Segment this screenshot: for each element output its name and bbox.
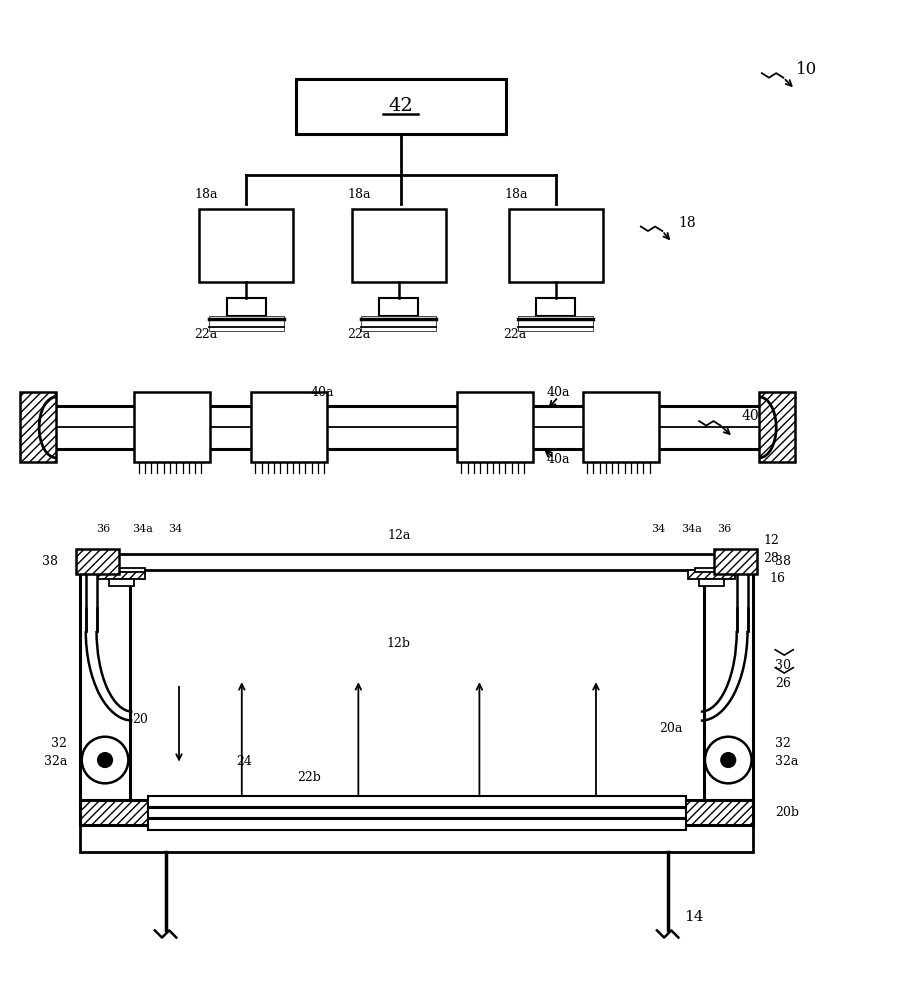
Bar xyxy=(81,800,753,825)
Text: 34: 34 xyxy=(168,524,183,534)
Bar xyxy=(134,392,210,462)
Bar xyxy=(352,209,446,282)
Bar xyxy=(583,392,659,462)
Bar xyxy=(296,79,506,134)
Bar xyxy=(20,392,56,462)
Bar xyxy=(379,298,418,316)
Bar xyxy=(759,392,795,462)
Bar xyxy=(457,392,533,462)
Text: 14: 14 xyxy=(684,910,703,924)
Text: 18: 18 xyxy=(679,216,696,230)
Text: 36: 36 xyxy=(717,524,731,534)
Text: 40a: 40a xyxy=(310,386,334,399)
Polygon shape xyxy=(26,397,53,458)
Text: 18a: 18a xyxy=(504,188,528,201)
Polygon shape xyxy=(762,397,789,458)
Bar xyxy=(81,558,129,800)
Text: 38: 38 xyxy=(776,555,791,568)
Bar xyxy=(251,392,327,462)
Text: 32: 32 xyxy=(776,737,791,750)
Bar xyxy=(696,568,735,572)
Text: 12: 12 xyxy=(764,534,779,547)
Bar xyxy=(703,558,753,800)
Text: 10: 10 xyxy=(796,61,817,78)
Bar xyxy=(699,579,724,586)
Text: 20b: 20b xyxy=(776,806,799,819)
Circle shape xyxy=(97,752,113,768)
Text: 22b: 22b xyxy=(297,771,321,784)
Text: 24: 24 xyxy=(236,755,252,768)
Text: 40a: 40a xyxy=(547,386,570,399)
Text: 22a: 22a xyxy=(503,328,527,341)
Bar xyxy=(81,825,753,852)
Bar xyxy=(209,316,284,331)
Text: 40a: 40a xyxy=(547,453,570,466)
Text: 22a: 22a xyxy=(195,328,217,341)
Bar xyxy=(518,316,594,331)
Text: 36: 36 xyxy=(97,524,110,534)
Text: 34: 34 xyxy=(651,524,665,534)
Text: 26: 26 xyxy=(776,677,791,690)
Text: 28: 28 xyxy=(764,552,779,565)
Bar xyxy=(714,549,757,574)
Bar xyxy=(99,554,735,570)
Bar xyxy=(148,796,686,807)
Bar xyxy=(76,549,119,574)
Text: 20a: 20a xyxy=(659,722,682,735)
Bar xyxy=(110,579,134,586)
Bar xyxy=(361,316,436,331)
Text: 20: 20 xyxy=(132,713,148,726)
Bar xyxy=(106,568,145,572)
Text: 42: 42 xyxy=(388,97,413,115)
Text: 18a: 18a xyxy=(348,188,371,201)
Bar xyxy=(99,570,145,579)
Circle shape xyxy=(720,752,737,768)
Text: 34a: 34a xyxy=(132,524,153,534)
Text: 12b: 12b xyxy=(386,637,411,650)
Bar xyxy=(509,209,603,282)
Text: 40: 40 xyxy=(741,409,759,423)
Bar xyxy=(536,298,576,316)
Text: 12a: 12a xyxy=(387,529,410,542)
Bar xyxy=(199,209,293,282)
Text: 32: 32 xyxy=(51,737,67,750)
Text: 32a: 32a xyxy=(43,755,67,768)
Text: 30: 30 xyxy=(776,659,791,672)
Bar xyxy=(689,570,735,579)
Bar xyxy=(148,808,686,818)
Bar xyxy=(226,298,266,316)
Text: 18a: 18a xyxy=(195,188,218,201)
Text: 38: 38 xyxy=(42,555,58,568)
Bar xyxy=(148,819,686,830)
Text: 16: 16 xyxy=(769,572,785,585)
Text: 22a: 22a xyxy=(347,328,370,341)
Text: 34a: 34a xyxy=(681,524,702,534)
Text: 32a: 32a xyxy=(776,755,799,768)
